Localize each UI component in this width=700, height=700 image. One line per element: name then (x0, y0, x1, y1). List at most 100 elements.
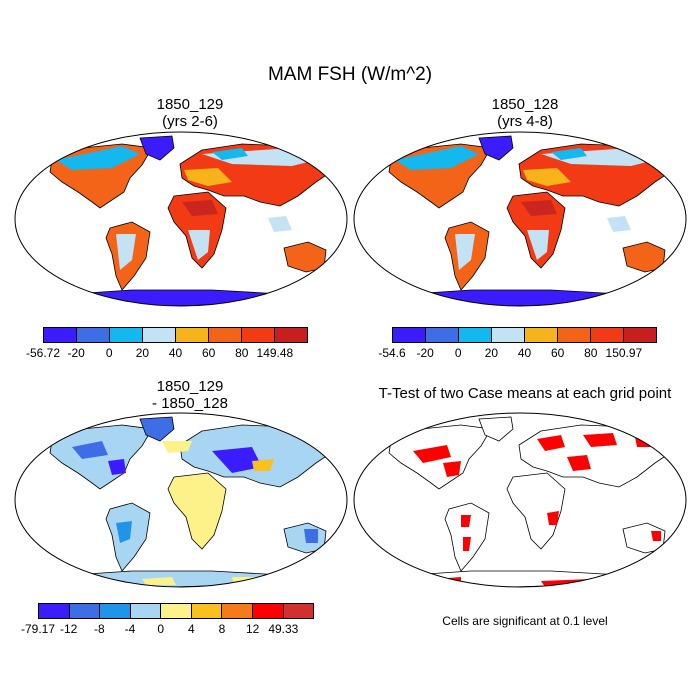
colorbar-swatch (283, 604, 314, 618)
data-patch (463, 537, 471, 551)
colorbar-swatch (130, 604, 162, 618)
figure-title: MAM FSH (W/m^2) (267, 64, 433, 85)
data-patch (413, 445, 451, 463)
colorbar-swatch (459, 328, 492, 342)
colorbar-swatch (591, 328, 624, 342)
landmass-australia (283, 241, 327, 273)
map-border (353, 412, 687, 588)
data-patch (527, 230, 549, 260)
data-patch (108, 459, 126, 475)
panel-1-title: 1850_129 (yrs 2-6) (30, 96, 350, 130)
colorbar-tick-label: 4 (187, 622, 195, 636)
colorbar-swatch (624, 328, 656, 342)
data-patch (551, 148, 587, 160)
data-patch (547, 511, 559, 525)
colorbar-swatch (44, 328, 77, 342)
colorbar-tick-label: 149.48 (256, 346, 294, 360)
colorbar-tick-label: 80 (584, 346, 598, 360)
colorbar-tick-label: 0 (105, 346, 113, 360)
landmass-greenland (478, 135, 514, 161)
panel-2-title: 1850_128 (yrs 4-8) (365, 96, 685, 130)
colorbar-swatch (393, 328, 426, 342)
colorbar-swatch (209, 328, 242, 342)
map-panel-t-test (353, 412, 687, 588)
colorbar-swatch (222, 604, 253, 618)
colorbar-tick-label: 20 (484, 346, 499, 360)
colorbar-swatch (242, 328, 275, 342)
data-patch (252, 459, 274, 471)
data-patch (607, 216, 631, 232)
colorbar-tick-label: 40 (517, 346, 532, 360)
colorbar-tick-label: -4 (124, 622, 136, 636)
data-patch (162, 441, 192, 453)
panel-2-title-line2: (yrs 4-8) (497, 113, 553, 130)
data-patch (182, 200, 218, 216)
panel-2-title-line1: 1850_128 (491, 96, 559, 113)
panel-1-title-line2: (yrs 2-6) (162, 113, 218, 130)
landmass-australia (622, 241, 666, 273)
panel-3-title: 1850_129 - 1850_128 (30, 378, 350, 412)
data-patch (304, 529, 318, 543)
colorbar-swatch (558, 328, 591, 342)
colorbar-swatch (77, 328, 110, 342)
data-patch (56, 146, 140, 170)
colorbar-tick-label: -8 (93, 622, 105, 636)
map-panel-1850-129 (14, 131, 348, 307)
colorbar-tick-label: 80 (235, 346, 249, 360)
colorbar-swatch (275, 328, 307, 342)
map-panel-1850-128 (353, 131, 687, 307)
data-patch (268, 216, 292, 232)
map-panel-difference (14, 412, 348, 588)
colorbar-1-labels: -56.72 -20 0 20 40 60 80 149.48 (26, 346, 308, 362)
colorbar-1 (43, 327, 308, 343)
colorbar-swatch (110, 328, 143, 342)
data-patch (116, 521, 132, 543)
data-patch (232, 577, 262, 585)
colorbar-swatch (426, 328, 459, 342)
data-patch (116, 234, 136, 270)
data-patch (188, 230, 210, 260)
data-patch (651, 531, 661, 541)
colorbar-2 (392, 327, 657, 343)
data-patch (395, 146, 479, 170)
colorbar-swatch (100, 604, 131, 618)
colorbar-tick-label: -54.6 (378, 346, 406, 360)
colorbar-3-labels: -79.17 -12 -8 -4 0 4 8 12 49.33 (21, 622, 314, 638)
colorbar-tick-label: -56.72 (25, 346, 61, 360)
colorbar-tick-label: 49.33 (268, 622, 299, 636)
data-patch (455, 234, 475, 270)
colorbar-tick-label: -12 (59, 622, 78, 636)
colorbar-swatch (492, 328, 525, 342)
map-border (353, 131, 687, 307)
landmass-greenland (139, 135, 175, 161)
landmass-australia (283, 522, 327, 554)
map-border (14, 412, 348, 588)
panel-3-title-line2: - 1850_128 (152, 395, 228, 412)
data-patch (583, 433, 617, 447)
colorbar-swatch (252, 604, 284, 618)
colorbar-tick-label: 0 (157, 622, 164, 636)
data-patch (567, 455, 591, 471)
data-patch (461, 515, 471, 527)
colorbar-swatch (69, 604, 101, 618)
colorbar-tick-label: 12 (245, 622, 260, 636)
map-border (14, 131, 348, 307)
landmass-africa (506, 472, 566, 550)
colorbar-swatch (525, 328, 558, 342)
landmass-antarctica (70, 570, 309, 587)
colorbar-swatch (176, 328, 209, 342)
colorbar-tick-label: 20 (135, 346, 150, 360)
data-patch (212, 148, 248, 160)
data-patch (212, 447, 262, 473)
significance-note: Cells are significant at 0.1 level (442, 614, 608, 628)
colorbar-2-labels: -54.6 -20 0 20 40 60 80 150.97 (378, 346, 657, 362)
data-patch (537, 435, 565, 451)
panel-4-title: T-Test of two Case means at each grid po… (378, 385, 672, 402)
colorbar-tick-label: 150.97 (605, 346, 643, 360)
landmass-antarctica (70, 289, 309, 306)
landmass-namerica (49, 424, 153, 490)
colorbar-tick-label: -20 (416, 346, 434, 360)
colorbar-3 (38, 603, 314, 619)
panel-3-title-line1: 1850_129 (156, 378, 224, 395)
landmass-africa (167, 472, 227, 550)
